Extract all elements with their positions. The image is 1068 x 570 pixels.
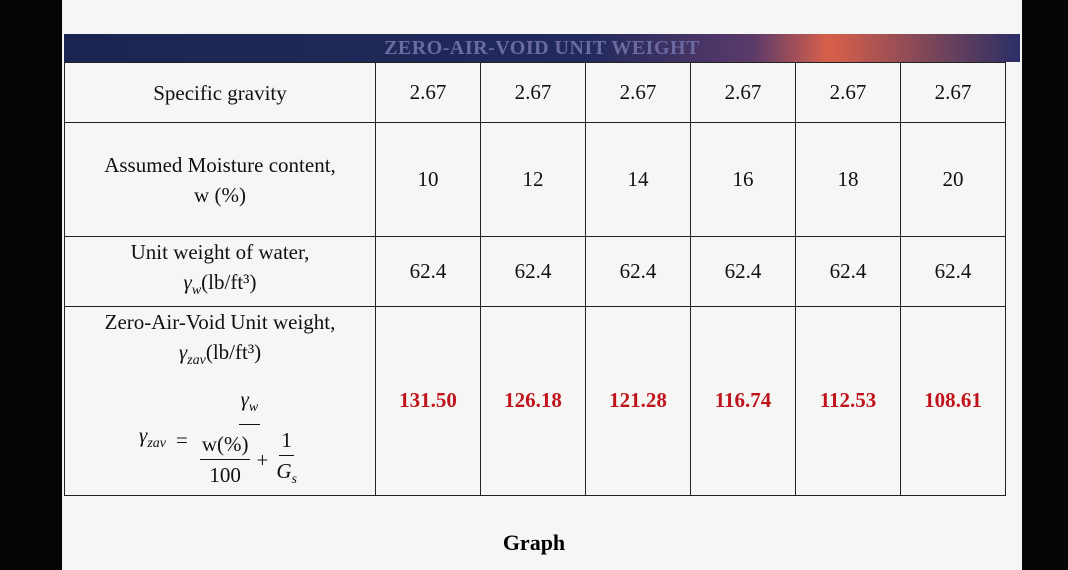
label-symbol: γzav(lb/ft³) [65, 337, 375, 376]
symbol-sub: w [248, 400, 259, 416]
formula-lhs: γzav [139, 420, 166, 459]
cell-value: 62.4 [480, 235, 586, 308]
cell-value: 108.61 [900, 306, 1006, 496]
unit: (lb/ft³) [201, 270, 257, 294]
table-row: Unit weight of water, γw(lb/ft³) 62.4 62.4 6… [64, 235, 1006, 308]
row-label: Assumed Moisture content, w (%) [64, 122, 376, 237]
label-text: Unit weight of water, [130, 240, 310, 264]
symbol-sub: zav [187, 353, 206, 369]
cell-value: 2.67 [900, 62, 1006, 123]
cell-value: 12 [480, 122, 586, 237]
label-text: Specific gravity [153, 80, 287, 105]
cell-value: 62.4 [375, 235, 481, 308]
label-text: Assumed Moisture content, [104, 152, 336, 177]
symbol: G [276, 458, 292, 483]
one: 1 [279, 425, 294, 456]
cell-value: 126.18 [480, 306, 586, 496]
cell-value: 2.67 [690, 62, 796, 123]
symbol: γ [183, 270, 192, 294]
cell-value: 62.4 [585, 235, 691, 308]
equals: = [175, 427, 188, 452]
fraction: 1 Gs [274, 425, 299, 495]
row-label: Unit weight of water, γw(lb/ft³) [64, 235, 376, 308]
row-label: Specific gravity [64, 62, 376, 123]
cell-value: 131.50 [375, 306, 481, 496]
cell-value: 10 [375, 122, 481, 237]
fraction: γw w(%) 100 +1 Gs [198, 384, 301, 494]
label-symbol: γw(lb/ft³) [65, 267, 375, 306]
symbol: γ [240, 387, 249, 412]
cell-value: 62.4 [795, 235, 901, 308]
table-title: ZERO-AIR-VOID UNIT WEIGHT [64, 34, 1020, 62]
symbol-sub: w [191, 283, 202, 299]
cell-value: 20 [900, 122, 1006, 237]
table-row: Zero-Air-Void Unit weight, γzav(lb/ft³) γz… [64, 306, 1006, 496]
table-row: Specific gravity 2.67 2.67 2.67 2.67 2.67 2.67 [64, 62, 1006, 123]
hundred: 100 [209, 463, 241, 488]
gs: Gs [274, 456, 299, 495]
cell-value: 116.74 [690, 306, 796, 496]
fraction: w(%) 100 [199, 429, 251, 490]
cell-value: 2.67 [480, 62, 586, 123]
cell-value: 18 [795, 122, 901, 237]
row-label: Zero-Air-Void Unit weight, γzav(lb/ft³) γz… [64, 306, 376, 496]
right-edge [1022, 0, 1068, 570]
label-text: w (%) [194, 182, 246, 207]
formula: γzav = γw w(%) 100 +1 Gs [65, 384, 375, 494]
cell-value: 62.4 [900, 235, 1006, 308]
cell-value: 112.53 [795, 306, 901, 496]
denominator: w(%) 100 +1 Gs [198, 425, 301, 495]
numerator: γw [238, 384, 261, 425]
cell-value: 16 [690, 122, 796, 237]
cell-value: 2.67 [795, 62, 901, 123]
cell-value: 14 [585, 122, 691, 237]
symbol-sub: zav [147, 436, 166, 452]
cell-value: 2.67 [585, 62, 691, 123]
data-table: Specific gravity 2.67 2.67 2.67 2.67 2.67 2.67… [64, 62, 1006, 496]
label-text: Zero-Air-Void Unit weight, [104, 310, 336, 335]
w-term: w(%) [199, 429, 251, 461]
symbol: γ [178, 340, 188, 365]
plus: + [256, 447, 269, 472]
unit: (lb/ft³) [205, 340, 262, 365]
cell-value: 2.67 [375, 62, 481, 123]
footer: Graph [502, 530, 566, 555]
left-edge [0, 0, 62, 570]
table-row: Assumed Moisture content, w (%) 10 12 14 16 18… [64, 122, 1006, 237]
cell-value: 62.4 [690, 235, 796, 308]
symbol: γ [139, 422, 148, 447]
symbol-sub: s [291, 471, 297, 487]
cell-value: 121.28 [585, 306, 691, 496]
